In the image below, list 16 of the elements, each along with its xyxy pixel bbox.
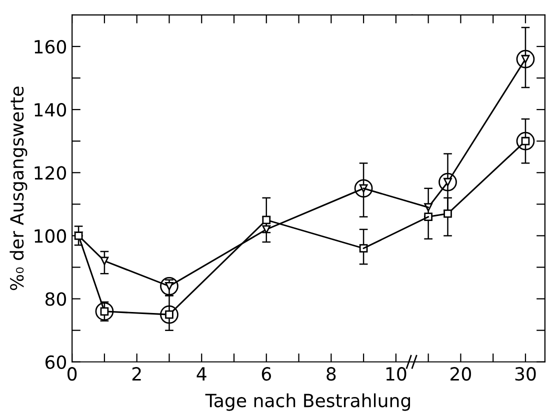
y-tick-label: 100 xyxy=(34,229,66,243)
x-tick-label: 20 xyxy=(450,367,471,381)
x-tick-label: 8 xyxy=(326,367,336,381)
y-tick-label: 140 xyxy=(34,103,66,117)
x-tick-label: 30 xyxy=(515,367,536,381)
y-tick-label: 80 xyxy=(45,292,66,306)
x-tick-label: 0 xyxy=(68,367,77,381)
x-axis-title: Tage nach Bestrahlung xyxy=(205,393,410,411)
x-tick-label: 6 xyxy=(262,367,271,381)
x-tick-label: 4 xyxy=(196,367,206,380)
y-tick-label: 160 xyxy=(34,40,66,54)
y-tick-label: 60 xyxy=(45,355,66,369)
x-tick-label: 10 xyxy=(386,367,406,381)
y-axis-title: %₀ der Ausgangswerte xyxy=(10,86,28,290)
x-tick-label: 2 xyxy=(132,367,141,380)
y-tick-label: 120 xyxy=(34,166,66,180)
